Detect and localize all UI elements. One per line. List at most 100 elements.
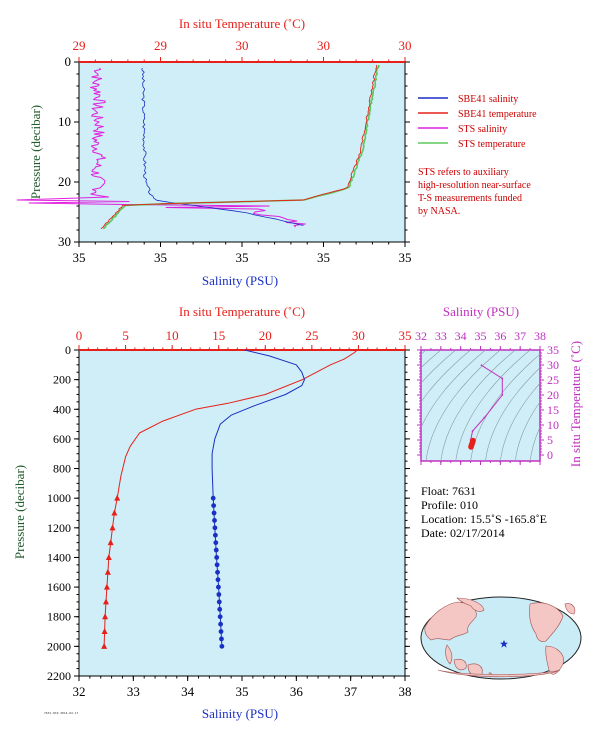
salinity-marker	[219, 643, 225, 649]
ts-deep-point	[470, 437, 476, 444]
map-land-siberia	[456, 597, 485, 612]
ts-density-contour	[421, 350, 442, 369]
bottom-sal-tick-label: 37	[344, 684, 358, 699]
bottom-sal-title: Salinity (PSU)	[202, 706, 278, 721]
temperature-marker	[105, 553, 112, 560]
salinity-marker	[218, 621, 223, 627]
salinity-marker	[217, 614, 223, 620]
map-land-greenland	[564, 603, 576, 615]
info-block: Float: 7631 Profile: 010 Location: 15.5˚…	[421, 484, 547, 540]
salinity-marker	[213, 540, 219, 546]
top-temp-tick-label: 29	[73, 38, 86, 53]
profile-value: 010	[460, 498, 478, 512]
temperature-marker	[103, 583, 110, 590]
ts-density-contours	[421, 350, 540, 461]
ts-density-contour	[455, 350, 531, 461]
float-label: Float:	[421, 484, 450, 498]
float-location-star	[500, 640, 508, 648]
top-temp-tick-label: 30	[317, 38, 330, 53]
top-sal-tick-label: 35	[236, 250, 249, 265]
temperature-marker	[103, 598, 110, 605]
top-p-tick-label: 20	[58, 174, 71, 189]
ts-density-contour	[421, 350, 472, 403]
salinity-marker	[215, 577, 221, 583]
temperature-marker	[101, 642, 108, 649]
ts-temp-tick-label: 10	[547, 418, 559, 432]
bottom-temp-tick-label: 5	[122, 328, 129, 343]
ts-sal-tick-label: 36	[494, 329, 506, 343]
map-land-australia	[467, 663, 483, 677]
ts-sal-tick-label: 35	[475, 329, 487, 343]
ts-density-contour	[421, 350, 457, 384]
map-land-asia	[424, 601, 477, 641]
note-line: by NASA.	[418, 206, 461, 217]
ts-temp-title: In situ Temperature (˚C)	[568, 341, 583, 467]
ts-temp-tick-label: 35	[547, 343, 559, 357]
salinity-marker	[210, 495, 216, 501]
ts-density-contour	[529, 426, 540, 461]
ts-point	[483, 416, 486, 419]
top-plot-area	[78, 61, 406, 243]
legend-label: STS salinity	[458, 124, 507, 135]
bottom-temp-tick-label: 20	[259, 328, 272, 343]
top-sal-tick-label: 35	[154, 250, 167, 265]
salinity-marker	[218, 629, 224, 634]
ts-point	[501, 394, 504, 396]
salinity-marker	[211, 510, 217, 516]
ts-temp-tick-label: 25	[547, 373, 559, 387]
bottom-plot-area	[78, 349, 406, 677]
top-p-tick-label: 0	[65, 54, 72, 69]
temperature-marker	[111, 509, 118, 516]
bottom-temp-tick-label: 35	[399, 328, 412, 343]
salinity-marker	[212, 532, 218, 538]
bottom-p-tick-label: 400	[53, 402, 71, 416]
note-line: T-S measurements funded	[418, 193, 523, 204]
date-label: Date:	[421, 526, 447, 540]
temperature-marker	[101, 628, 108, 635]
ts-point	[471, 430, 474, 432]
bottom-temp-tick-label: 15	[212, 328, 225, 343]
legend-label: SBE41 salinity	[458, 94, 518, 105]
salinity-marker	[212, 518, 217, 523]
temperature-marker	[102, 613, 109, 620]
salinity-marker	[216, 599, 222, 605]
legend-label: STS temperature	[458, 139, 526, 150]
bottom-sal-tick-label: 38	[399, 684, 412, 699]
ts-density-contour	[514, 401, 540, 461]
note-line: STS refers to auxiliary	[418, 167, 509, 178]
temperature-marker	[114, 494, 121, 501]
ts-temp-tick-label: 15	[547, 403, 559, 417]
sbe41-salinity-line	[141, 67, 304, 226]
ts-sal-tick-label: 32	[415, 329, 427, 343]
bottom-sal-tick-label: 36	[290, 684, 304, 699]
date-value: 02/17/2014	[450, 526, 505, 540]
ts-point	[501, 377, 504, 380]
ts-point	[480, 364, 483, 367]
bottom-p-tick-label: 1400	[47, 550, 71, 564]
bottom-p-title: Pressure (decibar)	[12, 465, 27, 559]
bottom-p-tick-label: 800	[53, 462, 71, 476]
ts-plot-area	[420, 349, 541, 462]
salinity-marker	[214, 562, 220, 568]
map-land-indonesia	[453, 658, 467, 671]
salinity-marker	[216, 592, 222, 597]
bottom-temp-tick-label: 0	[76, 328, 83, 343]
top-temp-title: In situ Temperature (˚C)	[179, 16, 305, 31]
salinity-marker	[216, 584, 221, 590]
temperature-marker	[104, 568, 111, 575]
footer-label: 7631.010 2014-02-17	[44, 711, 79, 715]
world-map	[420, 596, 582, 680]
float-value: 7631	[452, 484, 477, 498]
ts-temp-tick-label: 20	[547, 388, 559, 402]
bottom-p-tick-label: 1600	[47, 580, 71, 594]
bottom-p-tick-label: 1800	[47, 610, 71, 624]
bottom-temp-title: In situ Temperature (˚C)	[179, 304, 305, 319]
ts-sal-tick-label: 33	[435, 329, 447, 343]
ts-temp-tick-label: 5	[547, 433, 553, 447]
salinity-marker	[211, 503, 217, 508]
ts-sal-tick-label: 34	[455, 329, 467, 343]
legend-label: SBE41 temperature	[458, 109, 537, 120]
location-value: 15.5˚S -165.8˚E	[469, 512, 547, 526]
top-note: STS refers to auxiliary high-resolution …	[418, 166, 531, 218]
